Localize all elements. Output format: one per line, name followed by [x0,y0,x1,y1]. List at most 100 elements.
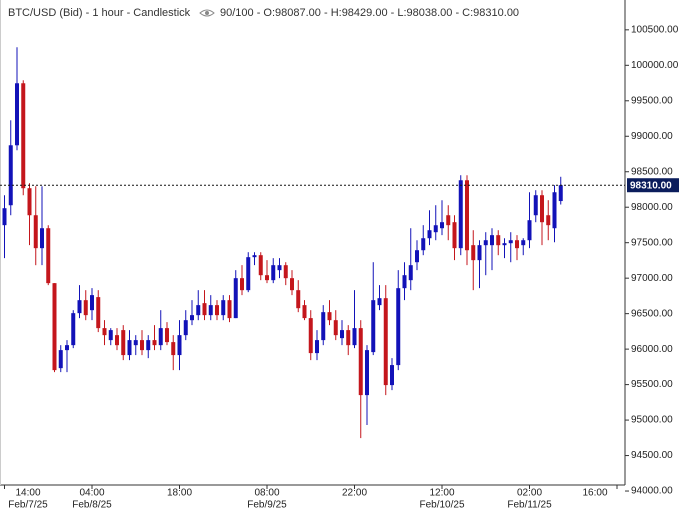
y-tick-label: 99000.00 [631,131,673,142]
x-tick-label: 04:00 [79,488,104,499]
y-tick-label: 97500.00 [631,237,673,248]
candle-body [8,145,13,206]
candle-body [271,265,276,281]
candle-body [21,83,26,189]
candle-body [190,315,194,321]
x-date-label: Feb/11/25 [507,500,552,511]
candle-body [177,335,182,356]
y-tick-label: 96500.00 [631,308,673,319]
candle-body [365,350,369,396]
candle-body [483,240,488,246]
candle-body [502,243,507,246]
candle-body [327,312,332,321]
y-tick-label: 95000.00 [631,415,673,426]
candle-body [215,305,219,316]
y-tick-label: 100000.00 [631,60,679,71]
candle-body [490,235,494,246]
y-tick-label: 98500.00 [631,166,673,177]
candle-body [40,228,44,249]
candle-body [258,255,263,276]
candle-body [183,320,188,336]
candle-body [277,265,282,271]
x-date-label: Feb/9/25 [247,500,287,511]
candle-body [158,328,163,346]
candle-body [127,340,132,356]
candle-body [165,328,169,343]
candle-body [496,235,501,246]
y-tick-label: 100500.00 [631,24,679,35]
y-tick-label: 95500.00 [631,379,673,390]
x-tick-label: 14:00 [15,488,40,499]
candle-body [396,288,401,366]
candle-body [46,228,51,284]
candle-body [108,330,113,341]
candle-body [446,215,451,226]
candle-body [452,222,457,249]
candle-body [358,328,363,396]
candle-body [90,295,94,311]
candle-body [283,265,288,279]
candle-body [402,275,407,289]
chart-subtitle: 90/100 - O:98087.00 - H:98429.00 - L:980… [220,7,519,19]
candle-body [346,330,351,346]
candle-body [77,300,82,314]
candle-body [546,215,551,226]
candle-body [302,305,307,319]
candle-body [377,298,382,306]
x-date-label: Feb/10/25 [419,500,464,511]
candle-body [227,300,232,319]
last-price-box [627,178,679,193]
eye-icon [199,9,215,17]
candle-body [171,342,176,356]
candle-body [421,238,426,251]
candle-body [508,240,513,244]
candle-body [296,290,301,309]
x-date-label: Feb/7/25 [8,500,48,511]
candle-body [233,278,238,319]
candle-body [471,245,476,261]
candle-body [458,180,463,249]
candle-body [321,312,326,341]
candle-body [521,240,526,246]
y-tick-label: 94500.00 [631,450,673,461]
candle-body [33,215,38,249]
candle-body [533,195,538,216]
y-tick-label: 99500.00 [631,95,673,106]
candle-body [2,208,7,226]
candle-body [202,303,207,316]
candle-body [427,230,432,239]
candle-body [371,300,376,353]
candle-body [65,345,69,351]
chart-title: BTC/USD (Bid) - 1 hour - Candlestick [8,7,191,19]
y-tick-label: 94000.00 [631,486,673,497]
candle-body [340,330,344,339]
x-tick-label: 08:00 [254,488,279,499]
candle-body [265,275,269,281]
candle-body [121,330,126,356]
candle-body [83,300,88,316]
candle-body [252,255,257,258]
candle-body [315,340,319,354]
y-tick-label: 97000.00 [631,273,673,284]
candle-body [477,245,482,261]
candle-body [152,340,157,346]
candle-body [440,222,444,229]
candle-body [240,278,244,291]
x-tick-label: 12:00 [429,488,454,499]
candle-body [140,340,144,351]
y-tick-label: 98000.00 [631,202,673,213]
candle-body [71,313,76,346]
y-tick-label: 96000.00 [631,344,673,355]
candle-body [27,188,32,216]
candle-body [527,220,532,241]
candle-body [408,265,413,281]
candle-body [558,185,563,202]
x-tick-label: 18:00 [167,488,192,499]
candle-body [115,335,119,346]
candle-body [290,278,294,291]
last-price-label: 98310.00 [630,180,672,191]
candle-body [208,305,213,316]
x-tick-label: 16:00 [582,488,607,499]
